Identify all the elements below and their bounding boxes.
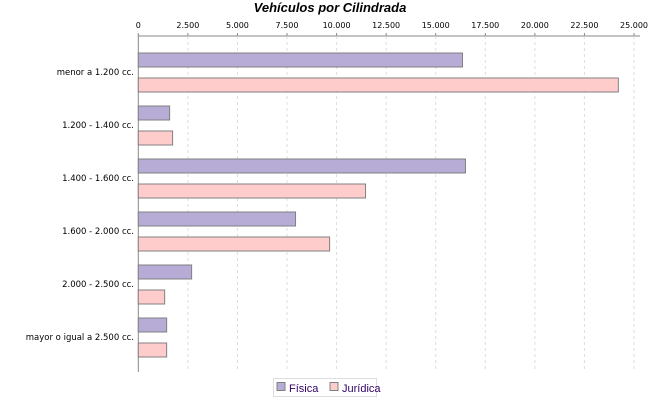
legend-label: Física xyxy=(289,383,319,395)
tick-label: 25.000 xyxy=(620,21,648,30)
bar-fisica xyxy=(137,264,193,280)
bar-juridica xyxy=(137,289,166,305)
tick-label: 15.000 xyxy=(422,21,450,30)
bar-juridica xyxy=(137,130,174,146)
tick-label: 20.000 xyxy=(521,21,549,30)
bar-fisica xyxy=(137,211,297,227)
category-label: 2.000 - 2.500 cc. xyxy=(62,280,134,290)
tick-label: 10.000 xyxy=(323,21,351,30)
legend-swatch xyxy=(276,382,286,391)
tick-label: 0 xyxy=(136,21,141,30)
tick-label: 17.500 xyxy=(471,21,499,30)
bar-fisica xyxy=(137,158,466,174)
category-label: 1.600 - 2.000 cc. xyxy=(62,227,134,237)
category-label: menor a 1.200 cc. xyxy=(57,68,134,78)
bar-juridica xyxy=(137,77,619,93)
legend-label: Jurídica xyxy=(342,383,381,395)
chart-title: Vehículos por Cilindrada xyxy=(254,0,407,15)
legend: Física Jurídica xyxy=(273,378,381,397)
bar-fisica xyxy=(137,52,463,68)
tick-label: 12.500 xyxy=(372,21,400,30)
tick-label: 22.500 xyxy=(570,21,598,30)
bar-fisica xyxy=(137,317,168,333)
bar-juridica xyxy=(137,236,331,252)
tick-label: 2.500 xyxy=(176,21,199,30)
category-label: 1.200 - 1.400 cc. xyxy=(62,121,134,131)
legend-swatch xyxy=(329,382,339,391)
category-label: mayor o igual a 2.500 cc. xyxy=(26,333,134,343)
tick-label: 5.000 xyxy=(226,21,249,30)
legend-box xyxy=(273,378,377,397)
bar-fisica xyxy=(137,105,171,121)
bar-juridica xyxy=(137,342,168,358)
bar-juridica xyxy=(137,183,367,199)
category-label: 1.400 - 1.600 cc. xyxy=(62,174,134,184)
tick-label: 7.500 xyxy=(276,21,299,30)
